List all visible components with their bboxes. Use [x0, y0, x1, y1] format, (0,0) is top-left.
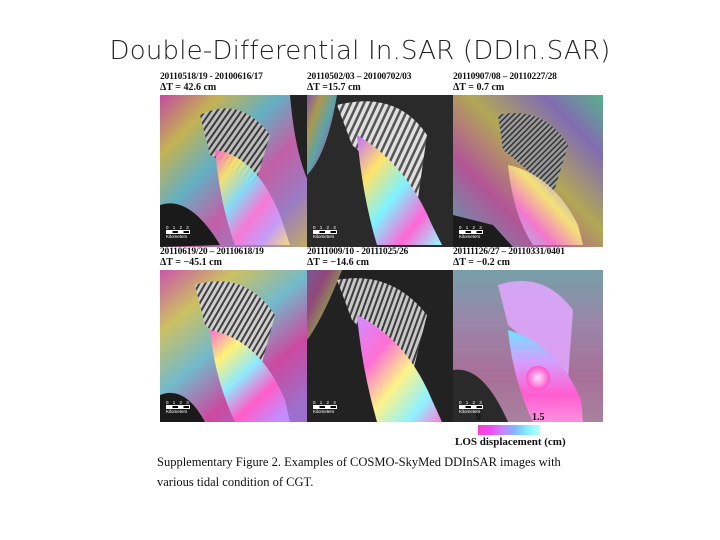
- scale-unit: Kilometers: [313, 234, 335, 239]
- interferogram-panel: 20110502/03 – 20100702/03 ΔT =15.7 cm: [307, 72, 457, 247]
- interferogram-panel: 20110907/08 – 20110227/28 ΔT = 0.7 cm: [453, 72, 603, 247]
- panel-delta-t: ΔT =15.7 cm: [307, 82, 361, 93]
- panel-delta-t: ΔT = −45.1 cm: [160, 257, 222, 268]
- interferogram-image: 0 1 2 3 Kilometers: [307, 270, 457, 422]
- colorbar-min-label: 0: [476, 412, 481, 423]
- panel-delta-t: ΔT = 42.6 cm: [160, 82, 217, 93]
- interferogram-panel: 20110619/20 – 20110618/19 ΔT = −45.1 cm: [160, 247, 310, 422]
- scale-unit: Kilometers: [166, 409, 188, 414]
- scale-ticks: 0 1 2 3: [459, 400, 484, 405]
- panel-dates: 20110907/08 – 20110227/28: [453, 72, 557, 82]
- scale-bar-graphic: [166, 405, 190, 409]
- scale-bar: 0 1 2 3 Kilometers: [459, 400, 483, 414]
- interferogram-panel: 20111126/27 – 20110331/0401 ΔT = −0.2 cm: [453, 247, 603, 422]
- scale-ticks: 0 1 2 3: [313, 400, 338, 405]
- colorbar-max-label: 1.5: [532, 412, 545, 423]
- scale-ticks: 0 1 2 3: [313, 225, 338, 230]
- scale-unit: Kilometers: [166, 234, 188, 239]
- scale-ticks: 0 1 2 3: [459, 225, 484, 230]
- panel-dates: 20111126/27 – 20110331/0401: [453, 247, 565, 257]
- interferogram-image: 0 1 2 3 Kilometers: [453, 270, 603, 422]
- panel-dates: 20110518/19 - 20100616/17: [160, 72, 263, 82]
- scale-unit: Kilometers: [313, 409, 335, 414]
- colorbar-legend: 0 1.5 LOS displacement (cm): [450, 412, 580, 452]
- scale-bar-graphic: [459, 230, 483, 234]
- interferogram-panel: 20111009/10 - 20111025/26 ΔT = −14.6 cm: [307, 247, 457, 422]
- scale-ticks: 0 1 2 3: [166, 400, 191, 405]
- panel-dates: 20111009/10 - 20111025/26: [307, 247, 409, 257]
- panel-dates: 20110619/20 – 20110618/19: [160, 247, 264, 257]
- interferogram-image: 0 1 2 3 Kilometers: [160, 95, 310, 247]
- slide-title: Double-Differential In.SAR (DDIn.SAR): [109, 36, 611, 66]
- scale-bar-graphic: [313, 230, 337, 234]
- interferogram-image: 0 1 2 3 Kilometers: [453, 95, 603, 247]
- interferogram-image: 0 1 2 3 Kilometers: [307, 95, 457, 247]
- scale-bar-graphic: [313, 405, 337, 409]
- scale-bar: 0 1 2 3 Kilometers: [459, 225, 483, 239]
- panel-delta-t: ΔT = −0.2 cm: [453, 257, 510, 268]
- scale-bar-graphic: [166, 230, 190, 234]
- scale-unit: Kilometers: [459, 409, 481, 414]
- colorbar-gradient: [478, 425, 540, 435]
- scale-ticks: 0 1 2 3: [166, 225, 191, 230]
- scale-bar: 0 1 2 3 Kilometers: [313, 225, 337, 239]
- scale-unit: Kilometers: [459, 234, 481, 239]
- colorbar-title: LOS displacement (cm): [455, 436, 566, 448]
- scale-bar-graphic: [459, 405, 483, 409]
- panel-dates: 20110502/03 – 20100702/03: [307, 72, 412, 82]
- interferogram-panel: 20110518/19 - 20100616/17 ΔT = 42.6 cm: [160, 72, 310, 247]
- scale-bar: 0 1 2 3 Kilometers: [166, 225, 190, 239]
- panel-delta-t: ΔT = 0.7 cm: [453, 82, 505, 93]
- scale-bar: 0 1 2 3 Kilometers: [313, 400, 337, 414]
- panel-delta-t: ΔT = −14.6 cm: [307, 257, 369, 268]
- scale-bar: 0 1 2 3 Kilometers: [166, 400, 190, 414]
- figure-caption: Supplementary Figure 2. Examples of COSM…: [157, 455, 561, 489]
- interferogram-image: 0 1 2 3 Kilometers: [160, 270, 310, 422]
